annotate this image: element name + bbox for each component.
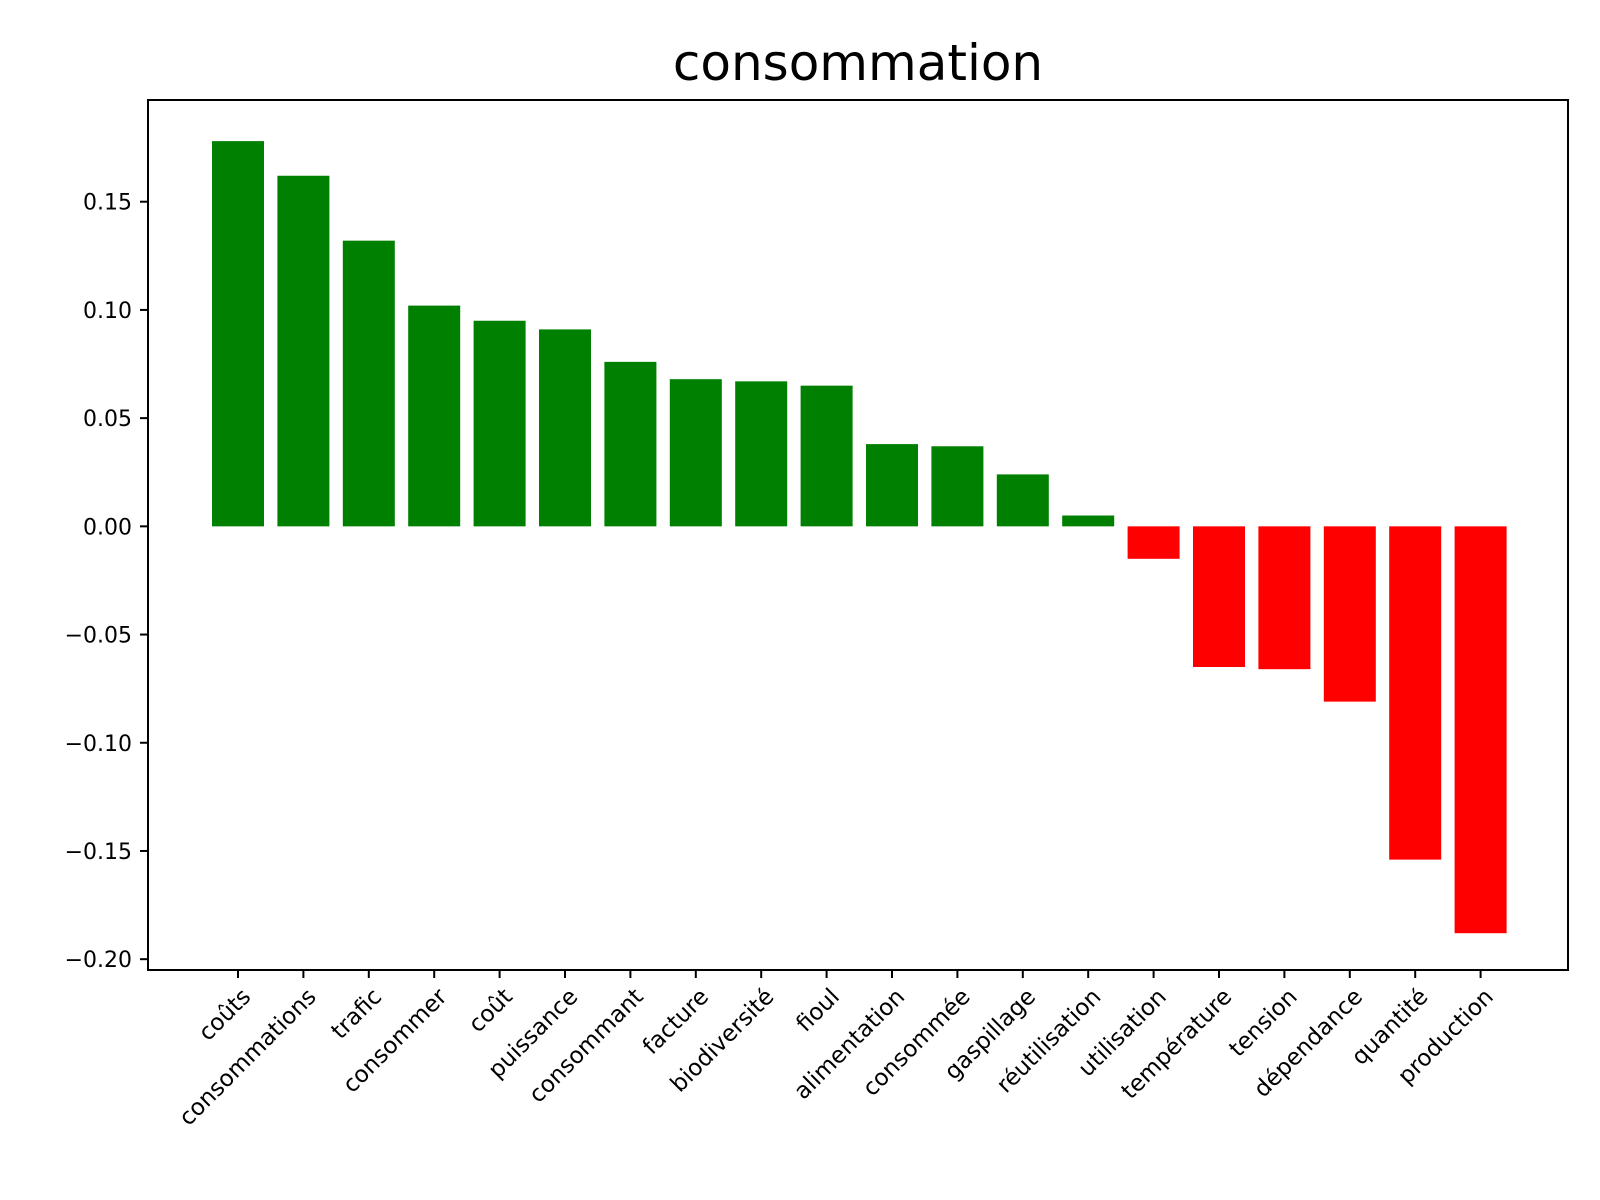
y-tick-label: 0.00: [83, 515, 132, 540]
bar-consommant: [604, 361, 657, 527]
bar-facture: [669, 379, 722, 527]
bar-consommer: [408, 305, 461, 527]
chart-title: consommation: [673, 34, 1043, 92]
y-tick-label: −0.15: [65, 840, 132, 865]
bar-température: [1193, 526, 1245, 668]
bar-biodiversité: [735, 381, 788, 527]
y-tick-label: −0.10: [65, 732, 132, 757]
y-tick-label: −0.20: [65, 948, 132, 973]
y-tick-label: 0.10: [83, 299, 132, 324]
bar-consommée: [931, 446, 984, 527]
bar-quantité: [1389, 526, 1442, 860]
bar-coûts: [212, 141, 264, 527]
bar-consommations: [277, 175, 330, 527]
bar-utilisation: [1127, 526, 1180, 559]
bar-alimentation: [866, 444, 918, 527]
y-tick-label: −0.05: [65, 624, 132, 649]
y-tick-label: 0.05: [83, 407, 132, 432]
bar-coût: [473, 320, 526, 527]
bar-puissance: [539, 329, 591, 527]
bar-dépendance: [1323, 526, 1376, 702]
y-tick-label: 0.15: [83, 191, 132, 216]
bar-tension: [1258, 526, 1311, 670]
bar-réutilisation: [1062, 515, 1115, 527]
y-axis: 0.15 0.10 0.05 0.00 −0.05 −0.10 −0.15 −0.20: [65, 191, 148, 973]
plot-frame: [147, 99, 1569, 971]
bar-gaspillage: [996, 474, 1049, 527]
bar-fioul: [800, 385, 853, 527]
bar-production: [1454, 526, 1507, 934]
bar-trafic: [342, 240, 395, 527]
bars-group: [212, 141, 1507, 934]
